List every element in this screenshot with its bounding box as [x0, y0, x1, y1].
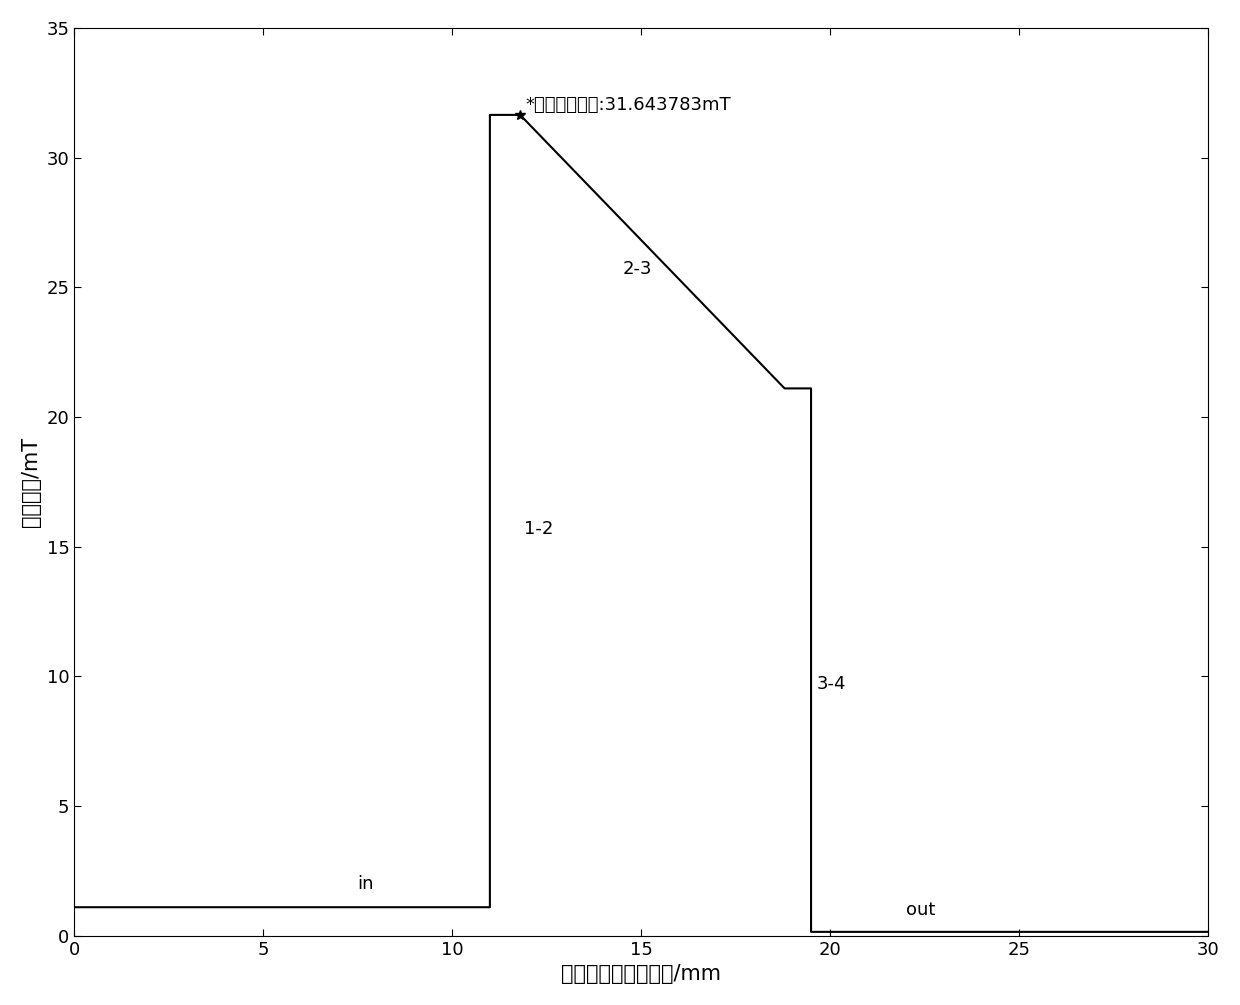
Text: 2-3: 2-3 — [622, 260, 652, 278]
Text: *磁场最大值点:31.643783mT: *磁场最大值点:31.643783mT — [526, 95, 732, 114]
Text: in: in — [357, 875, 374, 893]
Text: 3-4: 3-4 — [817, 675, 846, 693]
Text: out: out — [905, 901, 935, 919]
Text: 1-2: 1-2 — [523, 520, 553, 538]
Y-axis label: 磁场强度/mT: 磁场强度/mT — [21, 437, 41, 527]
X-axis label: 点到电缆轴心的距离/mm: 点到电缆轴心的距离/mm — [560, 964, 720, 984]
